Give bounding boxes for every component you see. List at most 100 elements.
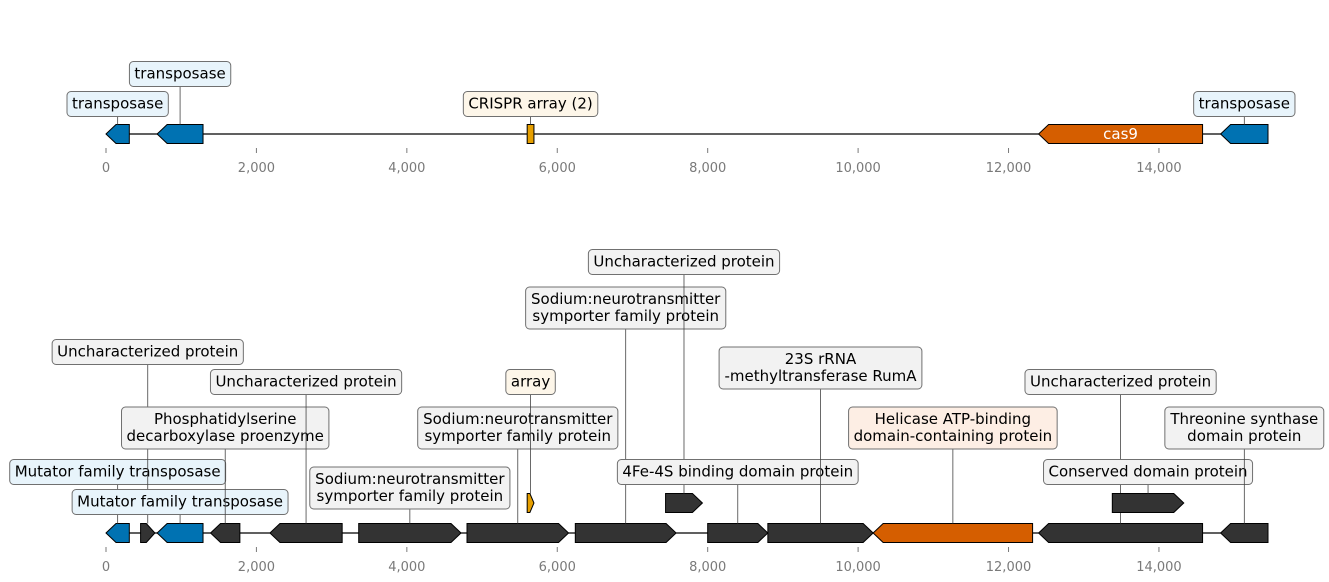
- gene-feature: [105, 124, 130, 144]
- feature-label-box: [51, 339, 244, 365]
- feature-label-text: Phosphatidylserine decarboxylase proenzym…: [127, 410, 324, 445]
- feature-label: Uncharacterized protein: [209, 369, 403, 395]
- feature-label: Uncharacterized protein: [587, 249, 781, 275]
- axis-tick-label: 10,000: [835, 161, 881, 176]
- axis-tick-label: 8,000: [689, 560, 726, 575]
- gene-feature: [209, 523, 241, 543]
- feature-label-text: Uncharacterized protein: [593, 253, 774, 271]
- feature-label: 23S rRNA -methyltransferase RumA: [718, 346, 923, 390]
- genome-track-bottom: 0 2,000 4,000 6,000 8,000 10,000 12,000 14,000 M…: [9, 249, 1325, 575]
- feature-label-box: [1024, 369, 1217, 395]
- feature-label-box: [616, 459, 859, 485]
- gene-feature: [665, 493, 704, 513]
- feature-label: Sodium:neurotransmitter symporter family …: [309, 466, 511, 510]
- feature-label-box: [587, 249, 781, 275]
- feature-label-box: [848, 406, 1058, 450]
- axis-tick-label: 14,000: [1136, 560, 1182, 575]
- feature-label-box: [1043, 459, 1254, 485]
- feature-label-box: [9, 459, 227, 485]
- axis-tick-label: 8,000: [689, 161, 726, 176]
- gene-feature: [707, 523, 769, 543]
- gene-feature: [1219, 124, 1269, 144]
- feature-label-box: [309, 466, 511, 510]
- axis-tick-label: 12,000: [986, 161, 1032, 176]
- gene-feature: [1111, 493, 1185, 513]
- feature-label-box: [1193, 91, 1296, 117]
- axis-tick-label: 2,000: [238, 560, 275, 575]
- gene-feature: [872, 523, 1034, 543]
- feature-label-text: Sodium:neurotransmitter symporter family …: [531, 290, 721, 325]
- feature-label-box: [71, 489, 289, 515]
- feature-label-text: Threonine synthase domain protein: [1169, 410, 1318, 445]
- gene-feature: [466, 523, 570, 543]
- feature-label-text: Uncharacterized protein: [1030, 373, 1211, 391]
- gene-feature: [526, 493, 535, 513]
- axis-tick-label: 6,000: [539, 560, 576, 575]
- feature-label: Uncharacterized protein: [51, 339, 244, 365]
- feature-label-text: transposase: [72, 95, 163, 113]
- gene-inline-label: cas9: [1103, 125, 1138, 143]
- axis-tick-label: 4,000: [388, 560, 425, 575]
- feature-label-box: [505, 369, 556, 395]
- feature-label: CRISPR array (2): [462, 91, 599, 117]
- feature-label: array: [505, 369, 556, 395]
- gene-feature: [574, 523, 677, 543]
- feature-label-box: [66, 91, 169, 117]
- feature-label: Helicase ATP-binding domain-containing pr…: [848, 406, 1058, 450]
- feature-label-text: array: [511, 373, 550, 391]
- feature-label: transposase: [1193, 91, 1296, 117]
- feature-label-text: Sodium:neurotransmitter symporter family …: [315, 470, 505, 505]
- gene-feature: [105, 523, 130, 543]
- feature-label-box: [209, 369, 403, 395]
- gene-feature: [526, 124, 535, 144]
- feature-label: Sodium:neurotransmitter symporter family …: [525, 286, 727, 330]
- feature-label-text: Conserved domain protein: [1049, 463, 1248, 481]
- axis-tick-label: 14,000: [1136, 161, 1182, 176]
- feature-label-text: CRISPR array (2): [468, 95, 592, 113]
- gene-feature: [1037, 523, 1204, 543]
- feature-label: transposase: [128, 61, 232, 87]
- feature-label: Conserved domain protein: [1043, 459, 1254, 485]
- feature-label: Sodium:neurotransmitter symporter family …: [417, 406, 619, 450]
- feature-label-box: [128, 61, 232, 87]
- feature-label-text: Mutator family transposase: [77, 493, 283, 511]
- genome-track-top: 0 2,000 4,000 6,000 8,000 10,000 12,000 14,000 t…: [66, 61, 1296, 176]
- feature-label-text: Uncharacterized protein: [57, 343, 238, 361]
- axis-tick-label: 4,000: [388, 161, 425, 176]
- feature-label: 4Fe-4S binding domain protein: [616, 459, 859, 485]
- feature-label: Phosphatidylserine decarboxylase proenzym…: [121, 406, 330, 450]
- axis-tick-label: 0: [102, 560, 110, 575]
- feature-label-text: transposase: [134, 65, 225, 83]
- axis-tick-label: 12,000: [986, 560, 1032, 575]
- gene-feature: [156, 523, 204, 543]
- feature-label-box: [1164, 406, 1325, 450]
- feature-label-text: Sodium:neurotransmitter symporter family …: [423, 410, 613, 445]
- axis-tick-label: 10,000: [835, 560, 881, 575]
- feature-label-box: [462, 91, 599, 117]
- axis-tick-label: 6,000: [539, 161, 576, 176]
- axis-tick-label: 2,000: [238, 161, 275, 176]
- feature-label-box: [525, 286, 727, 330]
- gene-feature: [767, 523, 874, 543]
- feature-label: transposase: [66, 91, 169, 117]
- feature-label-text: Uncharacterized protein: [215, 373, 396, 391]
- gene-feature: [140, 523, 156, 543]
- feature-label-text: 23S rRNA -methyltransferase RumA: [724, 350, 917, 385]
- feature-label-box: [417, 406, 619, 450]
- feature-label-box: [121, 406, 330, 450]
- feature-label: Mutator family transposase: [71, 489, 289, 515]
- feature-label-text: Helicase ATP-binding domain-containing pr…: [854, 410, 1053, 445]
- feature-label-text: Mutator family transposase: [15, 463, 221, 481]
- gene-feature: [1037, 124, 1204, 144]
- axis-tick-label: 0: [102, 161, 110, 176]
- feature-label-text: 4Fe-4S binding domain protein: [622, 463, 853, 481]
- feature-label-box: [718, 346, 923, 390]
- gene-feature: [156, 124, 204, 144]
- feature-label: Mutator family transposase: [9, 459, 227, 485]
- feature-label-text: transposase: [1199, 95, 1290, 113]
- gene-feature: [358, 523, 462, 543]
- gene-feature: [269, 523, 343, 543]
- gene-feature: [1219, 523, 1269, 543]
- feature-label: Threonine synthase domain protein: [1164, 406, 1325, 450]
